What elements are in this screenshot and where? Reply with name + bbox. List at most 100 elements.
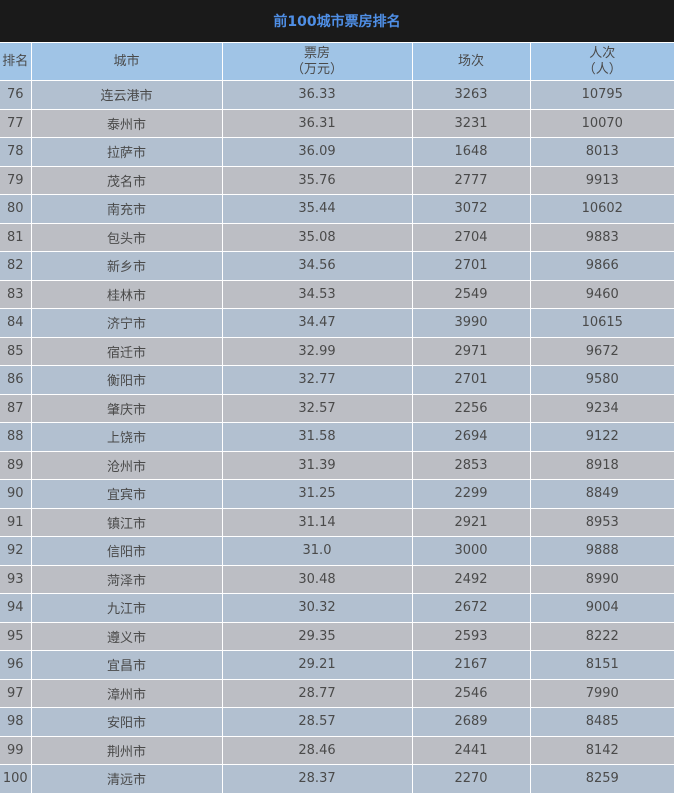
header-people-label: 人次	[589, 45, 616, 61]
table-row: 99 荆州市 28.46 2441 8142	[0, 735, 674, 765]
city-cell: 宜宾市	[30, 479, 223, 509]
city-cell: 南充市	[30, 194, 223, 224]
shows-cell: 3000	[411, 536, 531, 566]
rank-cell: 85	[0, 336, 32, 366]
shows-cell: 2546	[411, 678, 531, 708]
box-office-cell: 36.31	[221, 108, 413, 138]
box-office-cell: 35.44	[221, 194, 413, 224]
city-cell: 荆州市	[30, 735, 223, 765]
box-office-cell: 32.77	[221, 365, 413, 395]
table-row: 96 宜昌市 29.21 2167 8151	[0, 650, 674, 680]
shows-cell: 2704	[411, 222, 531, 252]
shows-cell: 2701	[411, 365, 531, 395]
box-office-cell: 28.77	[221, 678, 413, 708]
people-cell: 8953	[529, 507, 674, 537]
shows-cell: 2672	[411, 593, 531, 623]
box-office-cell: 36.33	[221, 80, 413, 110]
shows-cell: 2853	[411, 450, 531, 480]
shows-cell: 2299	[411, 479, 531, 509]
city-cell: 上饶市	[30, 422, 223, 452]
rank-cell: 98	[0, 707, 32, 737]
city-cell: 包头市	[30, 222, 223, 252]
shows-cell: 3072	[411, 194, 531, 224]
table-row: 76 连云港市 36.33 3263 10795	[0, 80, 674, 110]
city-cell: 信阳市	[30, 536, 223, 566]
header-rank: 排名	[0, 42, 32, 81]
table-row: 91 镇江市 31.14 2921 8953	[0, 507, 674, 537]
city-cell: 菏泽市	[30, 564, 223, 594]
city-cell: 济宁市	[30, 308, 223, 338]
shows-cell: 2167	[411, 650, 531, 680]
header-box-office: 票房 （万元）	[221, 42, 413, 81]
table-row: 94 九江市 30.32 2672 9004	[0, 593, 674, 623]
rank-cell: 80	[0, 194, 32, 224]
table-row: 83 桂林市 34.53 2549 9460	[0, 279, 674, 309]
rank-cell: 90	[0, 479, 32, 509]
city-cell: 安阳市	[30, 707, 223, 737]
box-office-cell: 34.47	[221, 308, 413, 338]
rank-cell: 82	[0, 251, 32, 281]
rank-cell: 100	[0, 764, 32, 794]
box-office-cell: 31.14	[221, 507, 413, 537]
city-cell: 拉萨市	[30, 137, 223, 167]
city-cell: 宜昌市	[30, 650, 223, 680]
rank-cell: 78	[0, 137, 32, 167]
city-cell: 遵义市	[30, 621, 223, 651]
table-row: 92 信阳市 31.0 3000 9888	[0, 536, 674, 566]
people-cell: 10795	[529, 80, 674, 110]
box-office-cell: 34.53	[221, 279, 413, 309]
table-row: 86 衡阳市 32.77 2701 9580	[0, 365, 674, 395]
city-cell: 镇江市	[30, 507, 223, 537]
shows-cell: 3263	[411, 80, 531, 110]
table-row: 80 南充市 35.44 3072 10602	[0, 194, 674, 224]
box-office-cell: 30.48	[221, 564, 413, 594]
rank-cell: 96	[0, 650, 32, 680]
people-cell: 9888	[529, 536, 674, 566]
people-cell: 10070	[529, 108, 674, 138]
shows-cell: 2689	[411, 707, 531, 737]
header-row: 排名 城市 票房 （万元） 场次 人次 （人）	[0, 42, 674, 81]
people-cell: 9004	[529, 593, 674, 623]
header-shows: 场次	[411, 42, 531, 81]
rank-cell: 89	[0, 450, 32, 480]
shows-cell: 2701	[411, 251, 531, 281]
header-city: 城市	[30, 42, 223, 81]
rank-cell: 94	[0, 593, 32, 623]
box-office-cell: 28.37	[221, 764, 413, 794]
people-cell: 8485	[529, 707, 674, 737]
city-cell: 沧州市	[30, 450, 223, 480]
box-office-cell: 31.25	[221, 479, 413, 509]
shows-cell: 2971	[411, 336, 531, 366]
people-cell: 9913	[529, 165, 674, 195]
people-cell: 9580	[529, 365, 674, 395]
shows-cell: 2270	[411, 764, 531, 794]
city-cell: 衡阳市	[30, 365, 223, 395]
table-row: 98 安阳市 28.57 2689 8485	[0, 707, 674, 737]
ranking-table: 排名 城市 票房 （万元） 场次 人次 （人） 76 连云港市 36.33 3263 107…	[0, 42, 674, 794]
rank-cell: 95	[0, 621, 32, 651]
rank-cell: 91	[0, 507, 32, 537]
box-office-cell: 29.35	[221, 621, 413, 651]
table-row: 90 宜宾市 31.25 2299 8849	[0, 479, 674, 509]
city-cell: 清远市	[30, 764, 223, 794]
table-row: 93 菏泽市 30.48 2492 8990	[0, 564, 674, 594]
box-office-cell: 35.08	[221, 222, 413, 252]
people-cell: 7990	[529, 678, 674, 708]
city-cell: 桂林市	[30, 279, 223, 309]
shows-cell: 2593	[411, 621, 531, 651]
box-office-cell: 29.21	[221, 650, 413, 680]
people-cell: 8151	[529, 650, 674, 680]
header-people-unit: （人）	[582, 61, 622, 77]
table-row: 89 沧州市 31.39 2853 8918	[0, 450, 674, 480]
people-cell: 9234	[529, 393, 674, 423]
people-cell: 9866	[529, 251, 674, 281]
city-cell: 宿迁市	[30, 336, 223, 366]
table-row: 97 漳州市 28.77 2546 7990	[0, 678, 674, 708]
table-title: 前100城市票房排名	[0, 0, 674, 42]
rank-cell: 86	[0, 365, 32, 395]
rank-cell: 83	[0, 279, 32, 309]
people-cell: 9460	[529, 279, 674, 309]
shows-cell: 2777	[411, 165, 531, 195]
city-cell: 泰州市	[30, 108, 223, 138]
box-office-cell: 35.76	[221, 165, 413, 195]
